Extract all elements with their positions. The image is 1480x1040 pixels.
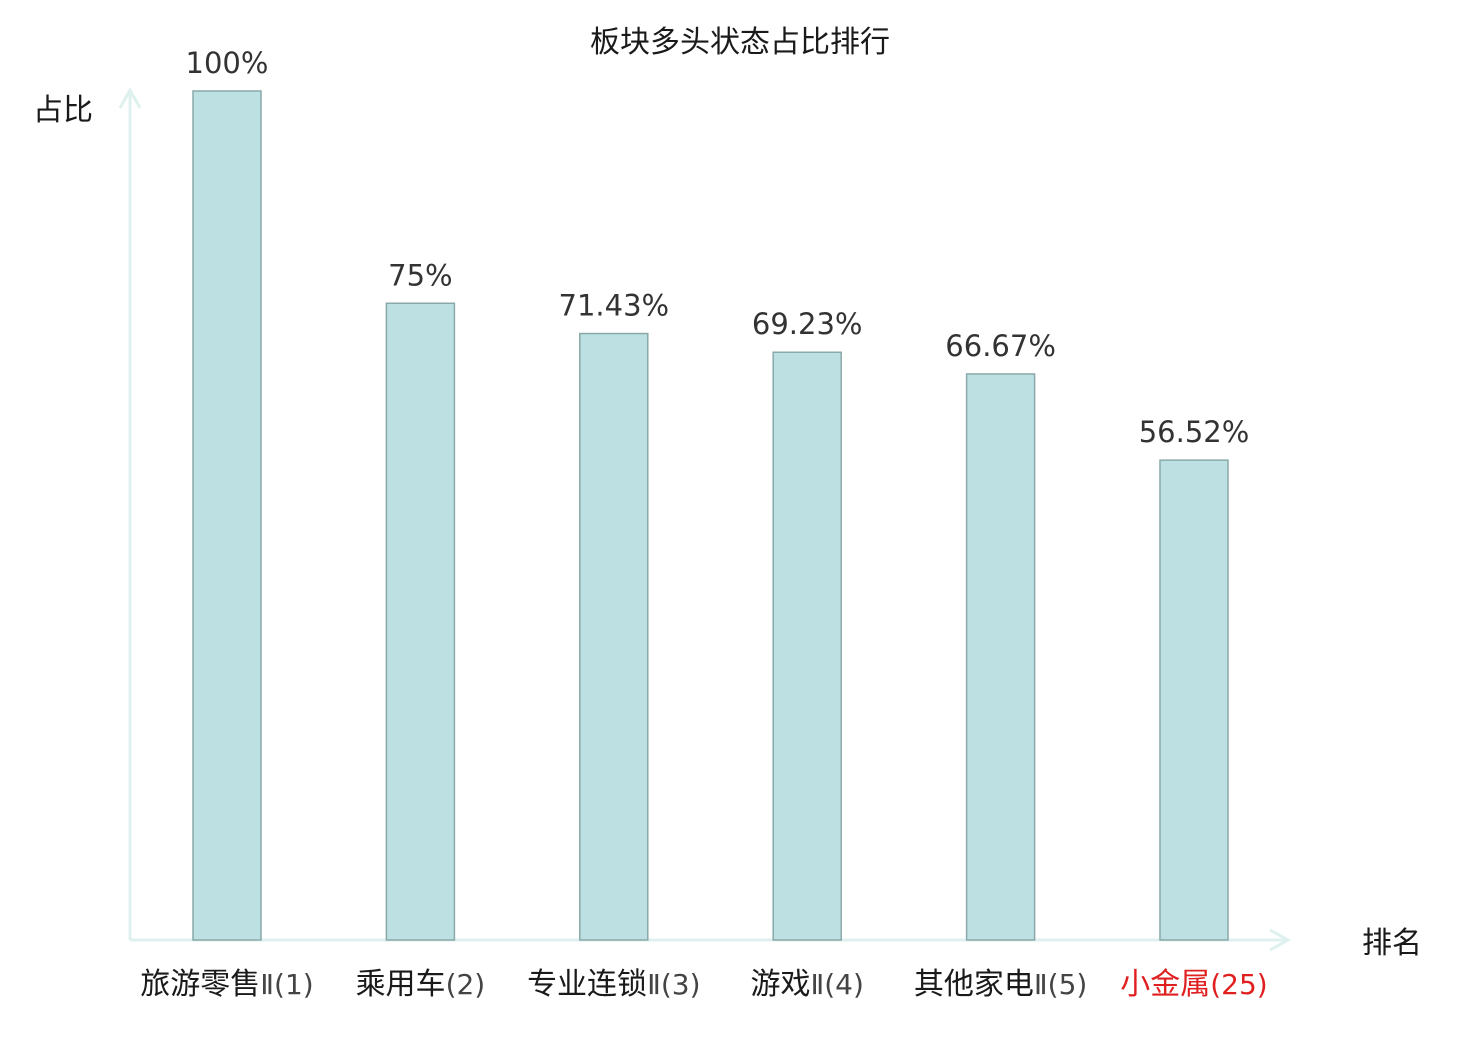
x-tick-name: 旅游零售 (140, 967, 260, 1002)
x-tick-name: 专业连锁 (527, 967, 647, 1002)
x-tick-label: 小金属(25) (1120, 967, 1267, 1002)
data-label: 100% (186, 46, 269, 80)
x-tick-label: 游戏Ⅱ(4) (750, 967, 863, 1002)
bar (772, 351, 842, 941)
x-tick-name: 其他家电 (914, 967, 1034, 1002)
x-tick-rank: (25) (1210, 968, 1267, 1001)
data-label: 66.67% (945, 329, 1056, 363)
chart-title: 板块多头状态占比排行 (590, 25, 890, 60)
x-tick-label: 乘用车(2) (356, 967, 486, 1002)
data-label: 69.23% (752, 307, 863, 341)
data-label: 75% (388, 258, 452, 292)
x-tick-name: 游戏 (750, 967, 810, 1002)
bars (192, 90, 1229, 941)
axes (118, 86, 1292, 952)
x-axis-arrow (1269, 928, 1292, 952)
bar (1159, 459, 1229, 941)
bar (579, 332, 649, 941)
x-tick-rank: Ⅱ(1) (260, 968, 313, 1001)
x-tick-name: 小金属 (1120, 967, 1210, 1002)
x-tick-rank: Ⅱ(5) (1034, 968, 1087, 1001)
x-tick-rank: Ⅱ(3) (647, 968, 700, 1001)
bar (965, 373, 1036, 941)
y-axis-label: 占比 (33, 93, 93, 128)
y-axis-arrow (118, 86, 142, 109)
x-tick-label: 专业连锁Ⅱ(3) (527, 967, 700, 1002)
x-tick-rank: (2) (446, 968, 486, 1001)
x-axis-label: 排名 (1362, 926, 1422, 961)
data-label: 56.52% (1139, 415, 1250, 449)
x-tick-name: 乘用车 (356, 967, 446, 1002)
x-tick-labels: 旅游零售Ⅱ(1) 乘用车(2) 专业连锁Ⅱ(3) 游戏Ⅱ(4) 其他家电Ⅱ(5) 小金属(… (140, 967, 1267, 1002)
data-label: 71.43% (559, 289, 670, 323)
bar (385, 302, 456, 941)
x-tick-label: 旅游零售Ⅱ(1) (140, 967, 313, 1002)
x-tick-rank: Ⅱ(4) (810, 968, 863, 1001)
value-labels: 100% 75% 71.43% 69.23% 66.67% 56.52% (186, 46, 1250, 449)
bar (192, 90, 262, 941)
x-tick-label: 其他家电Ⅱ(5) (914, 967, 1087, 1002)
